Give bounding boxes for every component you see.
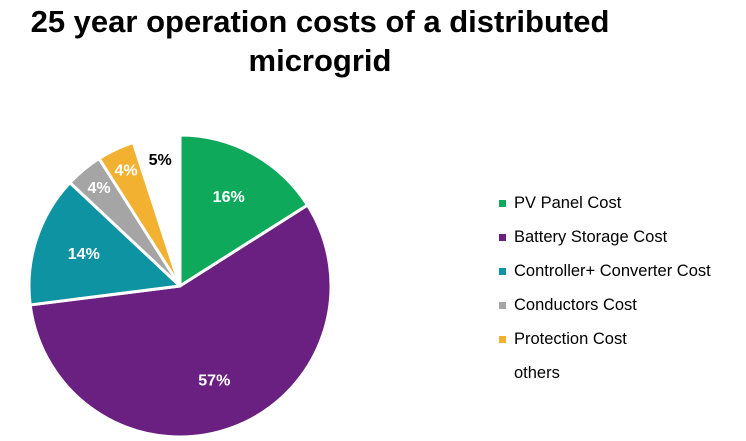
legend-item-battery-storage-cost: Battery Storage Cost: [499, 220, 711, 254]
legend-label: Conductors Cost: [514, 295, 637, 314]
data-label-protection-cost: 4%: [114, 163, 137, 180]
chart-title-line-2: microgrid: [248, 43, 392, 78]
pie-slice-pv-panel-cost: [178, 133, 309, 288]
legend-label: Protection Cost: [514, 329, 627, 348]
pie-slice-others: [131, 133, 182, 288]
legend-swatch: [499, 233, 506, 241]
legend-swatch: [499, 199, 506, 207]
legend-swatch: [499, 267, 506, 275]
pie-slices: [27, 133, 333, 439]
data-label-conductors-cost: 4%: [88, 180, 111, 197]
data-label-others: 5%: [149, 152, 172, 169]
data-label-battery-storage-cost: 57%: [198, 373, 230, 390]
chart-title-line-1: 25 year operation costs of a distributed: [30, 4, 610, 39]
legend-label: PV Panel Cost: [514, 193, 622, 212]
legend-label: Battery Storage Cost: [514, 227, 668, 246]
chart-title: 25 year operation costs of a distributed…: [0, 2, 640, 80]
legend-item-others: others: [499, 356, 711, 390]
legend-swatch: [499, 335, 506, 343]
pie-slice-controller-converter-cost: [27, 181, 182, 307]
legend-item-conductors-cost: Conductors Cost: [499, 288, 711, 322]
chart-legend: PV Panel Cost Battery Storage Cost Control…: [499, 186, 711, 390]
pie-data-labels: 16% 57% 14% 4%4% 5%: [68, 152, 245, 390]
legend-item-controller-converter-cost: Controller+ Converter Cost: [499, 254, 711, 288]
legend-item-protection-cost: Protection Cost: [499, 322, 711, 356]
legend-swatch: [499, 301, 506, 309]
legend-item-pv-panel-cost: PV Panel Cost: [499, 186, 711, 220]
pie-chart: 16% 57% 14% 4%4% 5%: [27, 133, 333, 439]
pie-slice-battery-storage-cost: [28, 203, 333, 439]
data-label-controller-converter-cost: 14%: [68, 246, 100, 263]
data-label-pv-panel-cost: 16%: [213, 189, 245, 206]
legend-swatch: [499, 369, 506, 377]
legend-label: Controller+ Converter Cost: [514, 261, 711, 280]
legend-label: others: [514, 363, 560, 382]
